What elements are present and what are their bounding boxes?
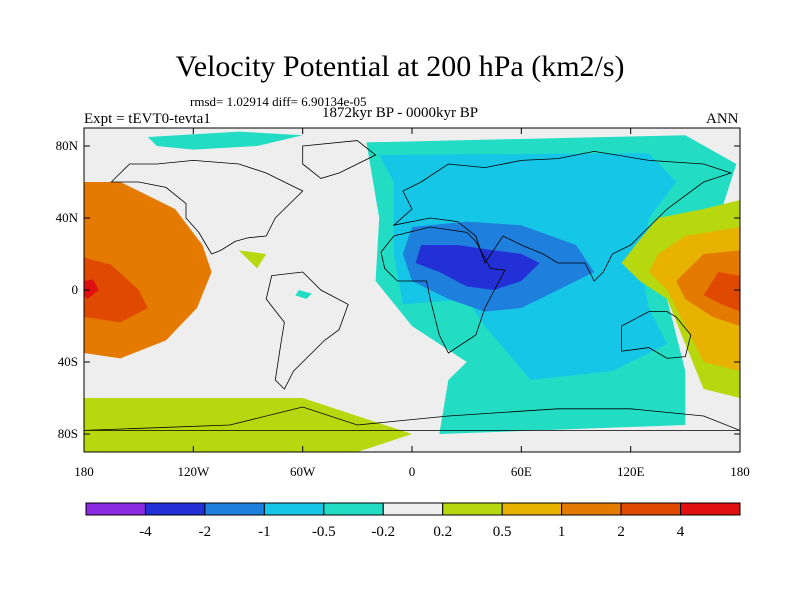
lat-label: 40N xyxy=(56,210,79,225)
colorbar-label: 0.5 xyxy=(493,524,512,540)
lat-label: 40S xyxy=(58,354,78,369)
map-axes: 80N 40N 0 40S 80S 180 120W 60W 0 60E 120E 180 xyxy=(56,128,750,479)
period-label: 1872kyr BP - 0000kyr BP xyxy=(322,105,479,121)
colorbar-label: 1 xyxy=(558,524,566,540)
coastline-africa xyxy=(380,226,506,354)
lon-label: 0 xyxy=(409,464,416,479)
contour-region-arctic-teal-band xyxy=(147,131,303,150)
lat-label: 80S xyxy=(58,426,78,441)
lon-label: 120W xyxy=(177,464,210,479)
contour-region-west-pacific-red xyxy=(703,272,740,312)
contour-region-northern-land-white xyxy=(93,137,394,182)
coastline-antarctica xyxy=(84,406,740,431)
colorbar-label: 2 xyxy=(617,524,625,540)
coastline-greenland xyxy=(302,140,377,179)
colorbar: -4 -2 -1 -0.5 -0.2 0.2 0.5 1 2 4 xyxy=(85,502,741,540)
contour-region-caribbean-green xyxy=(238,250,267,269)
colorbar-label: -0.2 xyxy=(371,524,395,540)
colorbar-label: -0.5 xyxy=(312,524,336,540)
colorbar-swatch xyxy=(561,502,622,516)
contour-region-southern-ocean-green xyxy=(84,398,412,452)
map-plot-area xyxy=(84,128,740,452)
lon-label: 120E xyxy=(617,464,645,479)
coastline-south-america xyxy=(265,271,349,390)
colorbar-swatch xyxy=(144,502,206,516)
stats-line: rmsd= 1.02914 diff= 6.90134e-05 xyxy=(190,94,367,109)
colorbar-swatch xyxy=(382,502,444,516)
coastline-australia xyxy=(621,311,692,359)
colorbar-swatch xyxy=(204,502,265,516)
contour-region-pacific-east-red xyxy=(84,279,99,299)
lat-label: 0 xyxy=(72,282,79,297)
contour-region-sahara-dark-blue xyxy=(415,245,540,290)
colorbar-swatch xyxy=(323,502,384,516)
experiment-label: Expt = tEVT0-tevta1 xyxy=(84,111,211,127)
colorbar-swatch xyxy=(263,502,325,516)
contour-region-pacific-east-dark-orange xyxy=(84,257,148,323)
figure-title: Velocity Potential at 200 hPa (km2/s) xyxy=(175,50,625,83)
colorbar-swatch xyxy=(680,502,741,516)
colorbar-label: -1 xyxy=(258,524,271,540)
lon-label: 60W xyxy=(290,464,316,479)
lon-label: 180 xyxy=(730,464,750,479)
colorbar-label: -4 xyxy=(139,524,152,540)
contour-region-caribbean-teal xyxy=(295,290,312,299)
colorbar-swatch xyxy=(85,502,146,516)
colorbar-label: 0.2 xyxy=(433,524,452,540)
colorbar-swatch xyxy=(620,502,682,516)
lon-label: 180 xyxy=(74,464,94,479)
season-label: ANN xyxy=(706,111,739,127)
coastline-north-america xyxy=(110,159,304,255)
coastline-eurasia xyxy=(392,150,733,282)
lat-label: 80N xyxy=(56,138,79,153)
colorbar-swatch xyxy=(442,502,503,516)
colorbar-swatch xyxy=(501,502,563,516)
lon-label: 60E xyxy=(511,464,532,479)
colorbar-label: 4 xyxy=(677,524,685,540)
colorbar-label: -2 xyxy=(199,524,212,540)
